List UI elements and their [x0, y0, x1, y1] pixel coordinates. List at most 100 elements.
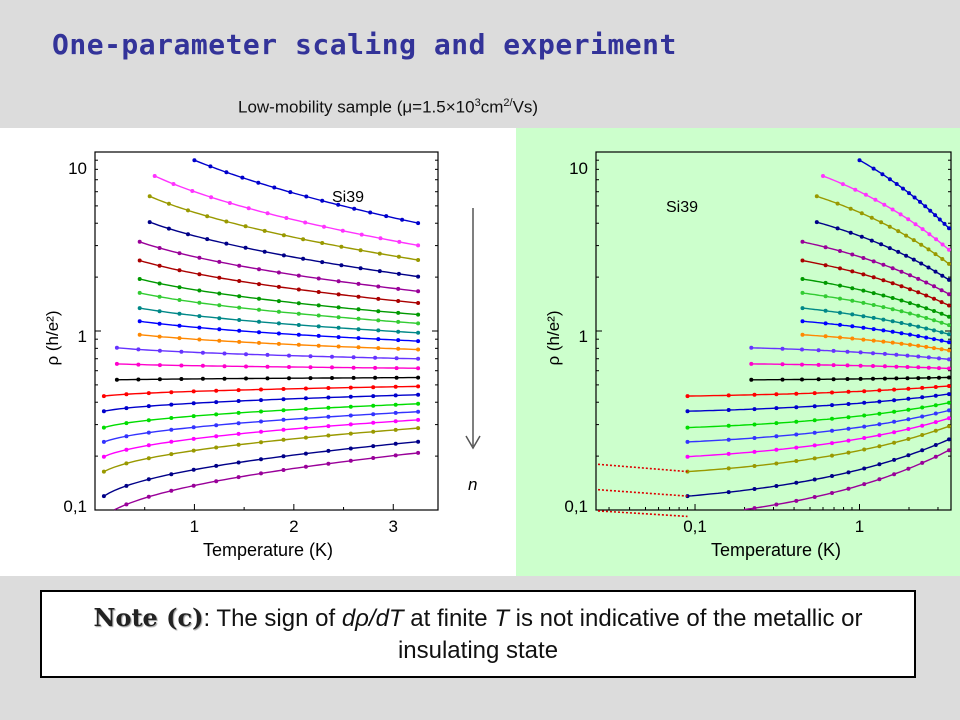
left-data-point	[416, 409, 421, 414]
right-data-point	[899, 309, 904, 314]
right-data-point	[916, 276, 921, 281]
left-data-point	[371, 420, 376, 425]
left-data-point	[348, 422, 353, 427]
right-data-point	[859, 211, 864, 216]
right-data-point	[926, 365, 931, 370]
right-data-point	[794, 419, 799, 424]
right-data-point	[919, 242, 924, 247]
right-data-point	[906, 453, 911, 458]
left-data-point	[351, 355, 356, 360]
right-data-point	[823, 280, 828, 285]
left-data-point	[316, 324, 321, 329]
left-data-point	[146, 456, 151, 461]
right-xlabel: Temperature (K)	[711, 540, 841, 560]
right-data-point	[908, 311, 912, 316]
left-data-point	[259, 471, 263, 476]
right-data-point	[794, 459, 799, 463]
left-data-point	[257, 330, 261, 335]
left-data-point	[124, 447, 129, 452]
left-data-point	[281, 437, 286, 442]
left-data-point	[276, 309, 281, 314]
left-data-point	[368, 210, 373, 215]
right-data-point	[916, 324, 921, 329]
right-data-point	[920, 227, 925, 232]
left-data-point	[147, 220, 152, 225]
left-data-point	[352, 206, 357, 211]
left-xtick-1: 1	[190, 517, 199, 536]
right-data-point	[879, 242, 884, 247]
left-data-point	[416, 301, 421, 305]
right-data-point	[947, 277, 951, 282]
left-data-point	[157, 363, 162, 368]
right-data-point	[812, 495, 817, 499]
right-data-point	[726, 451, 731, 456]
right-data-point	[816, 348, 821, 353]
right-data-point	[890, 266, 895, 271]
right-data-point	[899, 341, 904, 346]
right-data-point	[685, 409, 690, 414]
left-data-point	[396, 310, 401, 315]
right-data-point	[924, 306, 929, 311]
right-data-point	[882, 351, 887, 356]
right-data-point	[685, 425, 690, 430]
right-data-point	[846, 450, 851, 455]
right-data-point	[726, 423, 731, 428]
right-data-point	[904, 253, 909, 258]
left-data-point	[191, 425, 196, 430]
subtitle-prefix: Low-mobility sample (μ=1.5×10	[238, 97, 475, 117]
right-data-point	[685, 494, 690, 499]
left-data-point	[416, 321, 421, 326]
left-data-point	[137, 258, 142, 263]
left-data-point	[101, 469, 106, 474]
left-data-point	[377, 269, 382, 274]
right-data-point	[838, 322, 842, 327]
left-data-point	[284, 216, 289, 220]
right-data-point	[880, 172, 885, 177]
right-data-point	[906, 407, 911, 412]
right-data-point	[894, 352, 899, 357]
left-data-point	[137, 290, 142, 295]
right-data-point	[937, 217, 942, 222]
right-data-point	[911, 238, 916, 243]
right-data-point	[774, 434, 779, 439]
right-data-point	[850, 286, 855, 291]
right-data-point	[862, 424, 867, 429]
left-data-point	[257, 282, 261, 287]
right-data-point	[846, 486, 851, 491]
note-lead: Note (c)	[93, 603, 204, 632]
right-data-point	[924, 316, 929, 320]
left-data-point	[236, 442, 241, 447]
right-data-point	[858, 363, 863, 368]
left-data-point	[288, 190, 293, 195]
left-data-point	[197, 300, 202, 305]
right-data-point	[726, 408, 731, 412]
right-data-point	[899, 284, 904, 289]
note-part2: at finite	[403, 605, 495, 632]
right-data-point	[846, 402, 851, 406]
right-data-point	[685, 394, 690, 399]
left-data-point	[296, 301, 301, 306]
right-data-point	[947, 416, 951, 421]
left-data-point	[416, 375, 421, 380]
left-chart-panel: Si39 10 1 0,1 1 2 3 Temperature (K) ρ (h…	[0, 128, 516, 576]
right-data-point	[871, 351, 875, 356]
left-data-point	[217, 259, 222, 264]
right-data-point	[932, 296, 936, 301]
right-plot-frame	[595, 151, 952, 511]
left-data-point	[169, 416, 174, 420]
left-data-point	[214, 400, 219, 405]
right-data-point	[846, 389, 851, 394]
left-data-point	[222, 364, 227, 369]
right-data-point	[920, 395, 925, 400]
left-data-point	[303, 407, 308, 411]
left-data-point	[146, 418, 151, 423]
right-data-point	[877, 422, 882, 427]
left-data-point	[101, 394, 106, 399]
left-data-point	[336, 344, 341, 349]
right-data-point	[939, 320, 944, 325]
right-data-point	[823, 294, 828, 299]
left-data-point	[157, 281, 162, 286]
left-data-point	[320, 198, 325, 203]
left-data-point	[336, 305, 341, 310]
right-data-point	[812, 418, 817, 423]
